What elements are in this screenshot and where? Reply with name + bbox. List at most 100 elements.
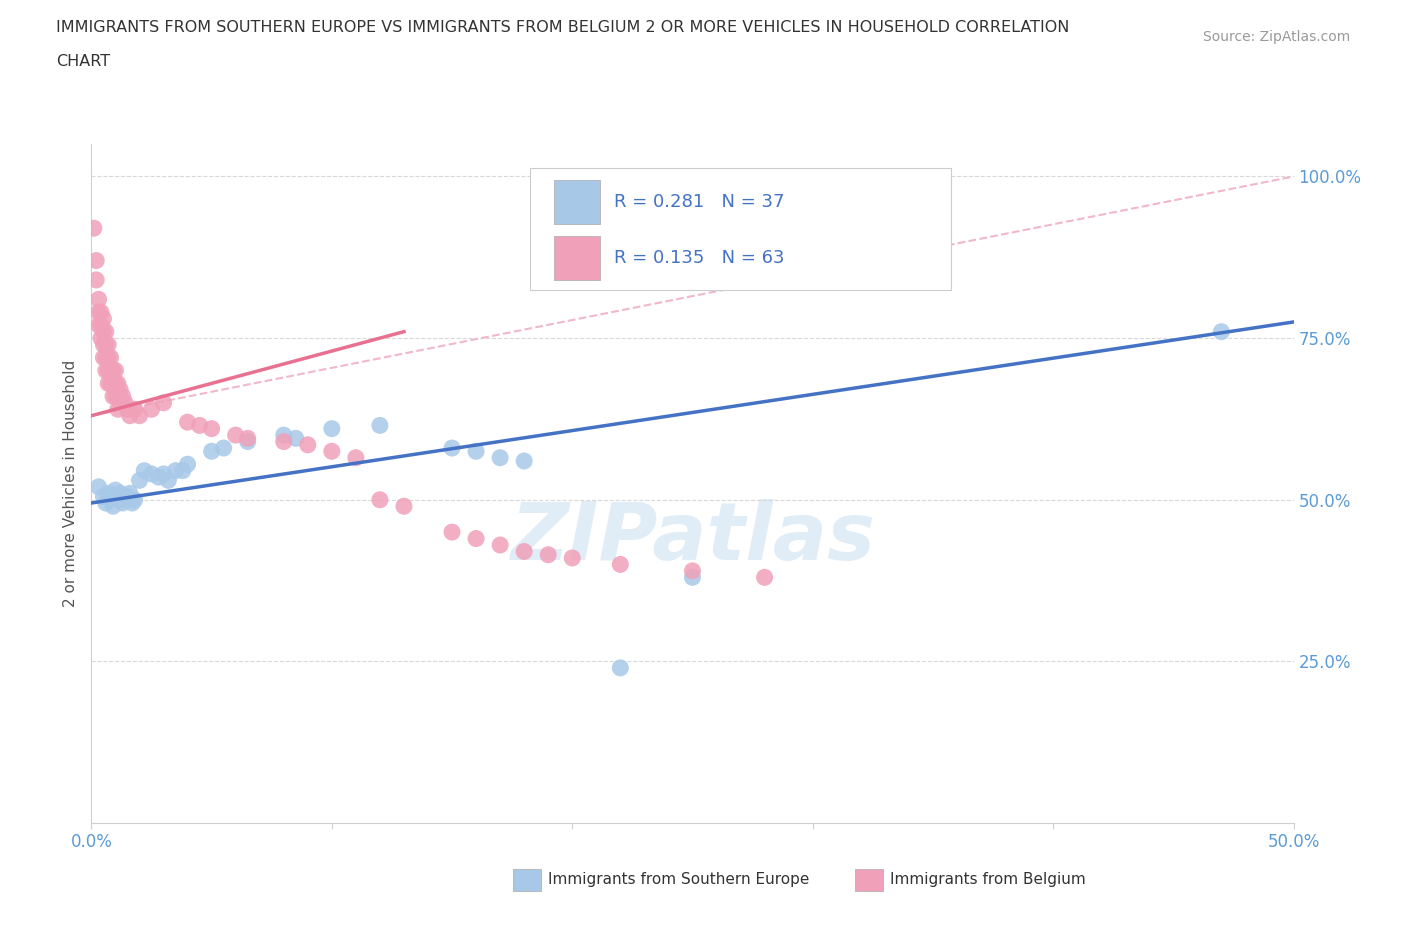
Point	[87, 292, 110, 307]
Point	[118, 408, 141, 423]
Point	[236, 434, 259, 449]
Point	[90, 305, 112, 320]
Point	[87, 305, 110, 320]
Point	[104, 389, 127, 404]
Point	[94, 350, 117, 365]
Point	[201, 421, 224, 436]
Point	[537, 547, 560, 562]
Point	[97, 363, 120, 378]
Point	[188, 418, 211, 432]
Point	[93, 489, 115, 504]
Point	[148, 470, 170, 485]
Point	[157, 473, 180, 488]
Point	[128, 408, 150, 423]
Point	[117, 402, 139, 417]
Text: Immigrants from Southern Europe: Immigrants from Southern Europe	[548, 872, 810, 887]
Point	[681, 570, 703, 585]
Point	[609, 557, 631, 572]
Point	[107, 492, 129, 507]
Text: Immigrants from Belgium: Immigrants from Belgium	[890, 872, 1085, 887]
Point	[97, 485, 120, 500]
FancyBboxPatch shape	[530, 168, 950, 290]
Point	[111, 389, 134, 404]
Point	[84, 253, 107, 268]
Point	[104, 376, 127, 391]
Point	[236, 431, 259, 445]
Point	[513, 454, 536, 469]
Point	[97, 350, 120, 365]
FancyBboxPatch shape	[554, 179, 600, 224]
Point	[681, 564, 703, 578]
Point	[440, 441, 463, 456]
Point	[1211, 325, 1233, 339]
FancyBboxPatch shape	[855, 869, 883, 891]
Point	[114, 492, 136, 507]
Point	[107, 389, 129, 404]
Point	[93, 312, 115, 326]
Point	[201, 444, 224, 458]
Point	[94, 496, 117, 511]
Point	[321, 421, 343, 436]
Point	[273, 428, 295, 443]
Point	[152, 395, 174, 410]
Point	[344, 450, 367, 465]
Point	[97, 376, 120, 391]
Point	[104, 483, 127, 498]
Point	[100, 363, 122, 378]
Point	[172, 463, 194, 478]
Point	[101, 389, 124, 404]
Point	[93, 350, 115, 365]
Point	[124, 492, 146, 507]
Point	[100, 376, 122, 391]
Point	[94, 338, 117, 352]
Text: Source: ZipAtlas.com: Source: ZipAtlas.com	[1202, 30, 1350, 44]
Point	[117, 489, 139, 504]
Point	[93, 338, 115, 352]
Point	[101, 376, 124, 391]
Point	[90, 331, 112, 346]
Text: ZIPatlas: ZIPatlas	[510, 498, 875, 577]
Point	[101, 498, 124, 513]
Point	[111, 496, 134, 511]
Text: CHART: CHART	[56, 54, 110, 69]
Point	[114, 395, 136, 410]
Point	[110, 395, 132, 410]
Point	[176, 457, 198, 472]
Point	[87, 318, 110, 333]
Point	[110, 382, 132, 397]
Point	[392, 498, 415, 513]
FancyBboxPatch shape	[513, 869, 541, 891]
Point	[83, 220, 105, 235]
Point	[104, 363, 127, 378]
Point	[273, 434, 295, 449]
Point	[97, 338, 120, 352]
Point	[609, 660, 631, 675]
Point	[465, 531, 488, 546]
Point	[440, 525, 463, 539]
Point	[165, 463, 187, 478]
Point	[141, 402, 163, 417]
FancyBboxPatch shape	[554, 236, 600, 280]
Point	[225, 428, 247, 443]
Point	[121, 496, 143, 511]
Point	[489, 450, 512, 465]
Point	[94, 363, 117, 378]
Point	[754, 570, 776, 585]
Point	[212, 441, 235, 456]
Point	[124, 402, 146, 417]
Point	[100, 492, 122, 507]
Point	[561, 551, 583, 565]
Point	[321, 444, 343, 458]
Point	[107, 376, 129, 391]
Text: R = 0.135   N = 63: R = 0.135 N = 63	[614, 249, 785, 267]
Text: IMMIGRANTS FROM SOUTHERN EUROPE VS IMMIGRANTS FROM BELGIUM 2 OR MORE VEHICLES IN: IMMIGRANTS FROM SOUTHERN EUROPE VS IMMIG…	[56, 20, 1070, 35]
Point	[94, 325, 117, 339]
Point	[93, 325, 115, 339]
Point	[110, 485, 132, 500]
Point	[176, 415, 198, 430]
Point	[87, 479, 110, 494]
Point	[368, 492, 391, 507]
Point	[84, 272, 107, 287]
Point	[284, 431, 307, 445]
Point	[368, 418, 391, 432]
